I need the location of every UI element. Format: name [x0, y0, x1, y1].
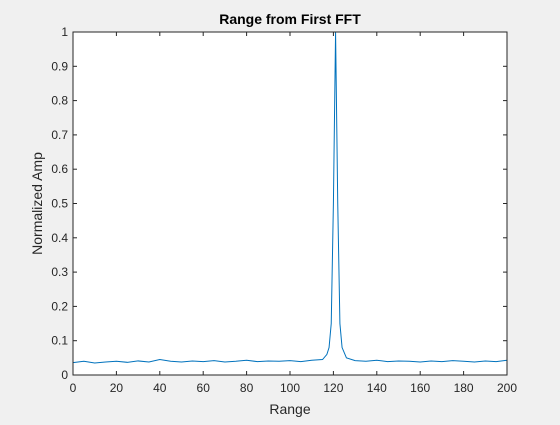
x-tick-label: 160 — [410, 381, 430, 395]
x-tick-label: 60 — [197, 381, 211, 395]
y-axis-label: Normalized Amp — [29, 152, 45, 255]
y-tick-label: 0.6 — [51, 162, 68, 176]
y-tick-label: 0.9 — [51, 59, 68, 73]
y-tick-label: 0.7 — [51, 128, 68, 142]
y-tick-label: 0.3 — [51, 265, 68, 279]
y-tick-label: 0.2 — [51, 299, 68, 313]
y-tick-label: 0.8 — [51, 94, 68, 108]
axes-box — [72, 31, 508, 376]
x-tick-label: 180 — [454, 381, 474, 395]
y-tick-label: 0.5 — [51, 197, 68, 211]
y-tick-label: 1 — [61, 25, 68, 39]
x-tick-label: 40 — [153, 381, 167, 395]
ticks-layer: 0 20 40 60 80 100 120 140 160 180 200 0 0.1 0.2 0.3 0.4… — [51, 25, 517, 395]
y-tick-label: 0 — [61, 368, 68, 382]
y-tick-label: 0.1 — [51, 334, 68, 348]
plot-area — [73, 32, 507, 375]
x-tick-label: 140 — [367, 381, 387, 395]
chart-title: Range from First FFT — [219, 11, 361, 27]
series-line-range-fft — [72, 31, 508, 364]
x-tick-label: 20 — [110, 381, 124, 395]
x-tick-label: 120 — [323, 381, 343, 395]
x-axis-label: Range — [269, 401, 310, 417]
y-tick-label: 0.4 — [51, 231, 68, 245]
x-tick-label: 80 — [240, 381, 254, 395]
x-tick-label: 0 — [70, 381, 77, 395]
x-tick-label: 100 — [280, 381, 300, 395]
x-tick-label: 200 — [497, 381, 517, 395]
